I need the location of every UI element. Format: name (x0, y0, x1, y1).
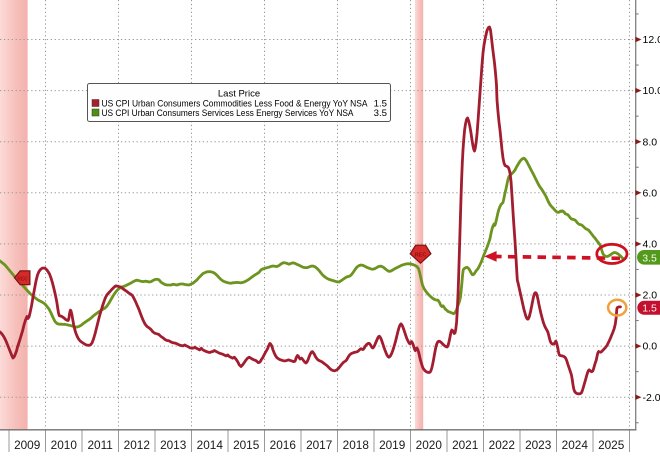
svg-text:8.0: 8.0 (643, 136, 658, 148)
svg-text:2022: 2022 (489, 438, 515, 452)
svg-text:2011: 2011 (88, 438, 113, 452)
svg-text:10.0: 10.0 (643, 85, 660, 97)
svg-text:0.0: 0.0 (643, 341, 658, 353)
svg-text:US CPI Urban Consumers Service: US CPI Urban Consumers Services Less Ene… (102, 108, 355, 119)
svg-text:2020: 2020 (416, 438, 443, 452)
svg-text:2021: 2021 (452, 438, 478, 452)
svg-text:2013: 2013 (160, 438, 187, 452)
svg-text:2017: 2017 (306, 438, 332, 452)
svg-text:4.0: 4.0 (643, 239, 658, 251)
svg-text:2018: 2018 (343, 438, 370, 452)
svg-text:2019: 2019 (379, 438, 405, 452)
svg-text:2024: 2024 (562, 438, 589, 452)
svg-text:6.0: 6.0 (643, 187, 658, 199)
svg-text:-2.0: -2.0 (643, 392, 660, 404)
svg-text:2014: 2014 (197, 438, 224, 452)
svg-text:3.5: 3.5 (374, 108, 387, 119)
svg-text:3.5: 3.5 (642, 252, 657, 264)
svg-text:2016: 2016 (270, 438, 297, 452)
svg-text:2025: 2025 (598, 438, 625, 452)
svg-text:REC: REC (415, 253, 427, 259)
svg-text:2012: 2012 (124, 438, 150, 452)
svg-text:2.0: 2.0 (643, 290, 658, 302)
svg-text:2015: 2015 (233, 438, 260, 452)
svg-text:2010: 2010 (51, 438, 78, 452)
svg-text:1.5: 1.5 (642, 303, 657, 315)
svg-text:12.0: 12.0 (643, 34, 660, 46)
svg-text:REC: REC (17, 276, 28, 282)
svg-text:2023: 2023 (525, 438, 552, 452)
svg-text:2009: 2009 (14, 438, 40, 452)
